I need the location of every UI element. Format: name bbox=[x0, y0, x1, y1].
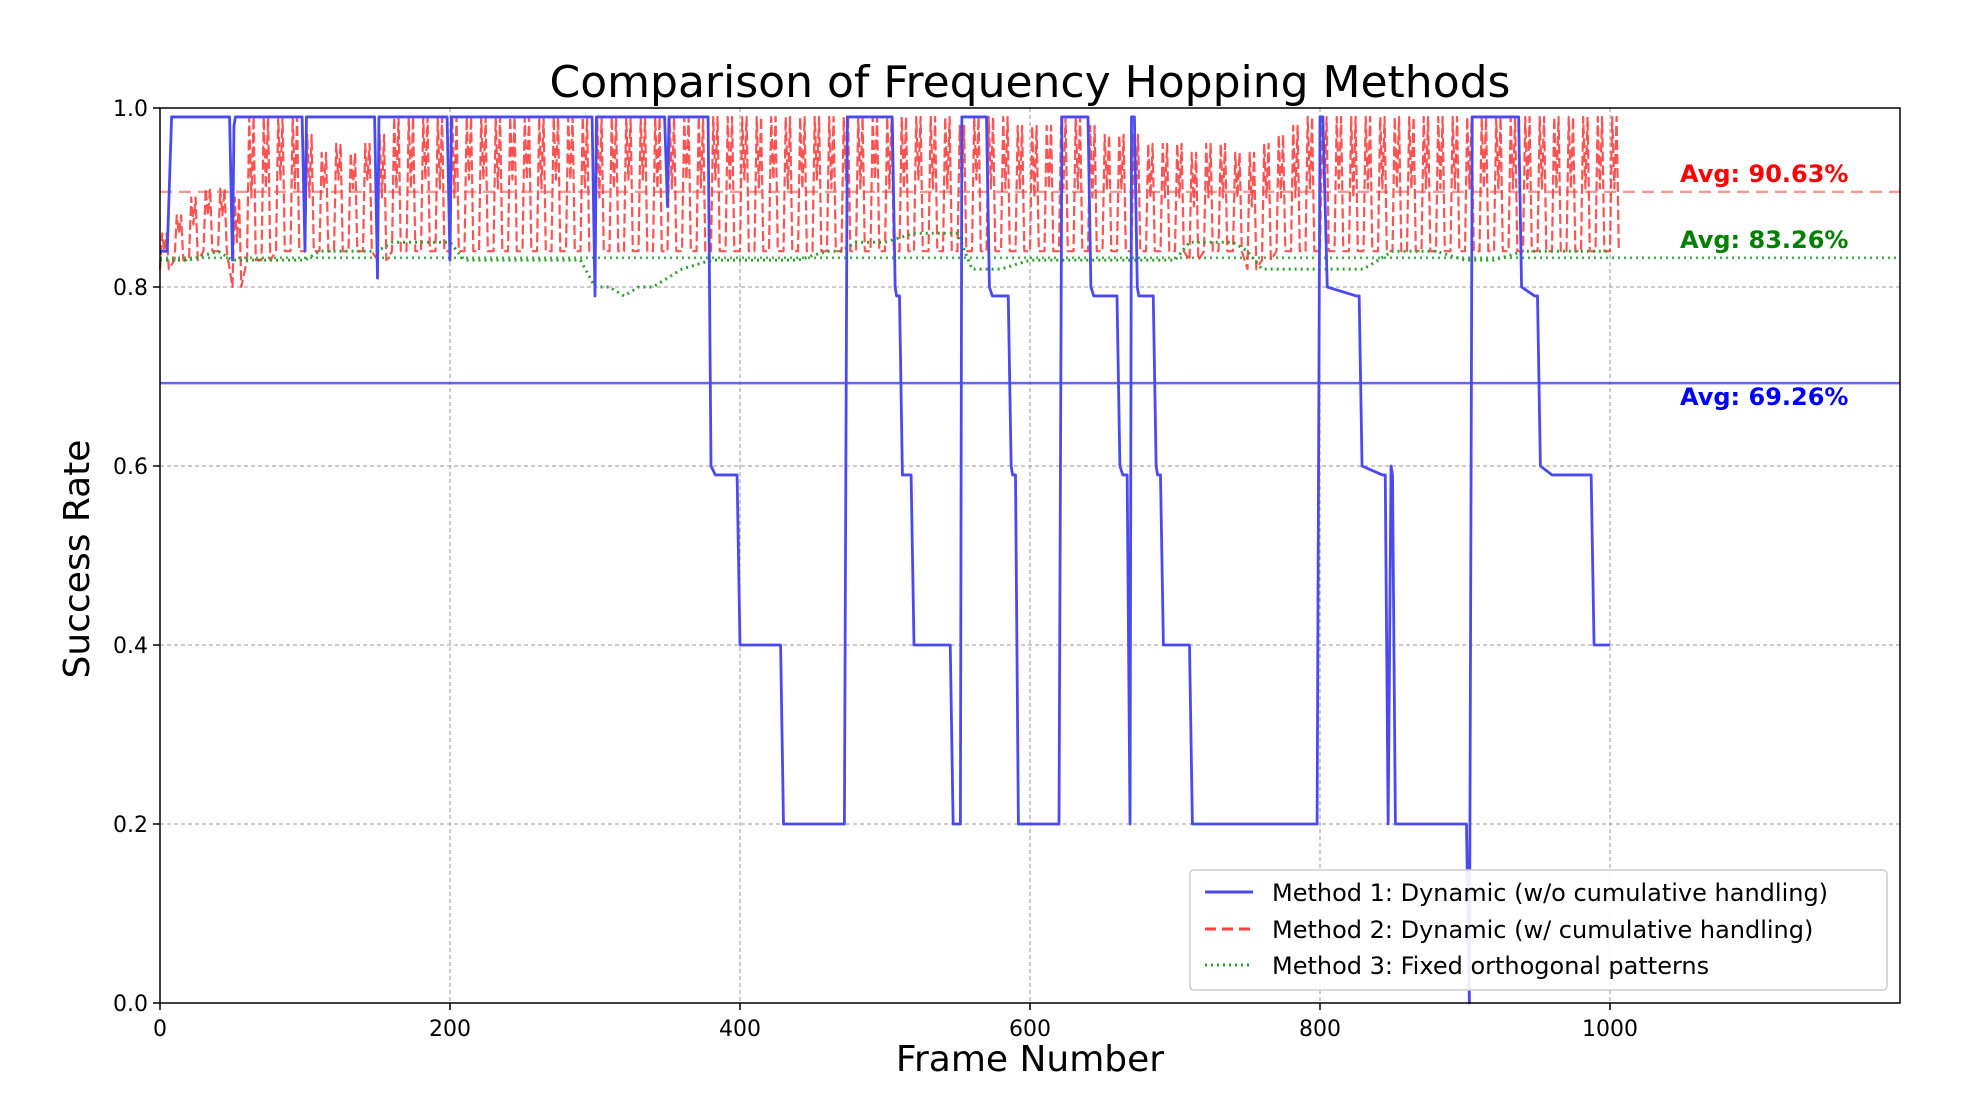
legend-box bbox=[1189, 869, 1888, 991]
legend: Method 1: Dynamic (w/o cumulative handli… bbox=[1189, 869, 1888, 991]
average-labels: Avg: 69.26% Avg: 90.63% Avg: 83.26% bbox=[1680, 160, 1848, 411]
average-label-method-2: Avg: 90.63% bbox=[1680, 160, 1848, 188]
average-label-method-1: Avg: 69.26% bbox=[1680, 383, 1848, 411]
chart-title: Comparison of Frequency Hopping Methods bbox=[550, 57, 1511, 108]
x-tick-label: 1000 bbox=[1582, 1017, 1638, 1042]
y-axis-label: Success Rate bbox=[57, 440, 98, 679]
series-line-method-2 bbox=[158, 115, 1620, 289]
x-axis-label: Frame Number bbox=[896, 1039, 1164, 1080]
average-label-method-3: Avg: 83.26% bbox=[1680, 226, 1848, 254]
x-tick-label: 800 bbox=[1299, 1017, 1341, 1042]
x-tick-label: 400 bbox=[719, 1017, 761, 1042]
y-tick-label: 0.6 bbox=[113, 455, 148, 480]
y-tick-label: 0.0 bbox=[113, 992, 148, 1017]
legend-label-method-2: Method 2: Dynamic (w/ cumulative handlin… bbox=[1272, 916, 1813, 944]
y-tick-label: 1.0 bbox=[113, 97, 148, 122]
x-tick-label: 600 bbox=[1009, 1017, 1051, 1042]
plot-area-frame bbox=[159, 107, 1901, 1004]
y-tick-label: 0.2 bbox=[113, 813, 148, 838]
legend-label-method-3: Method 3: Fixed orthogonal patterns bbox=[1272, 952, 1709, 980]
legend-label-method-1: Method 1: Dynamic (w/o cumulative handli… bbox=[1272, 879, 1828, 907]
y-tick-label: 0.4 bbox=[113, 634, 148, 659]
x-tick-label: 200 bbox=[429, 1017, 471, 1042]
series-lines bbox=[158, 115, 1620, 1005]
axis-ticks: 0 200 400 600 800 1000 0.0 0.2 0.4 0.6 0.8 1.0 bbox=[113, 97, 1638, 1042]
series-line-method-1 bbox=[160, 115, 1610, 1005]
x-tick-label: 0 bbox=[153, 1017, 167, 1042]
y-tick-label: 0.8 bbox=[113, 276, 148, 301]
